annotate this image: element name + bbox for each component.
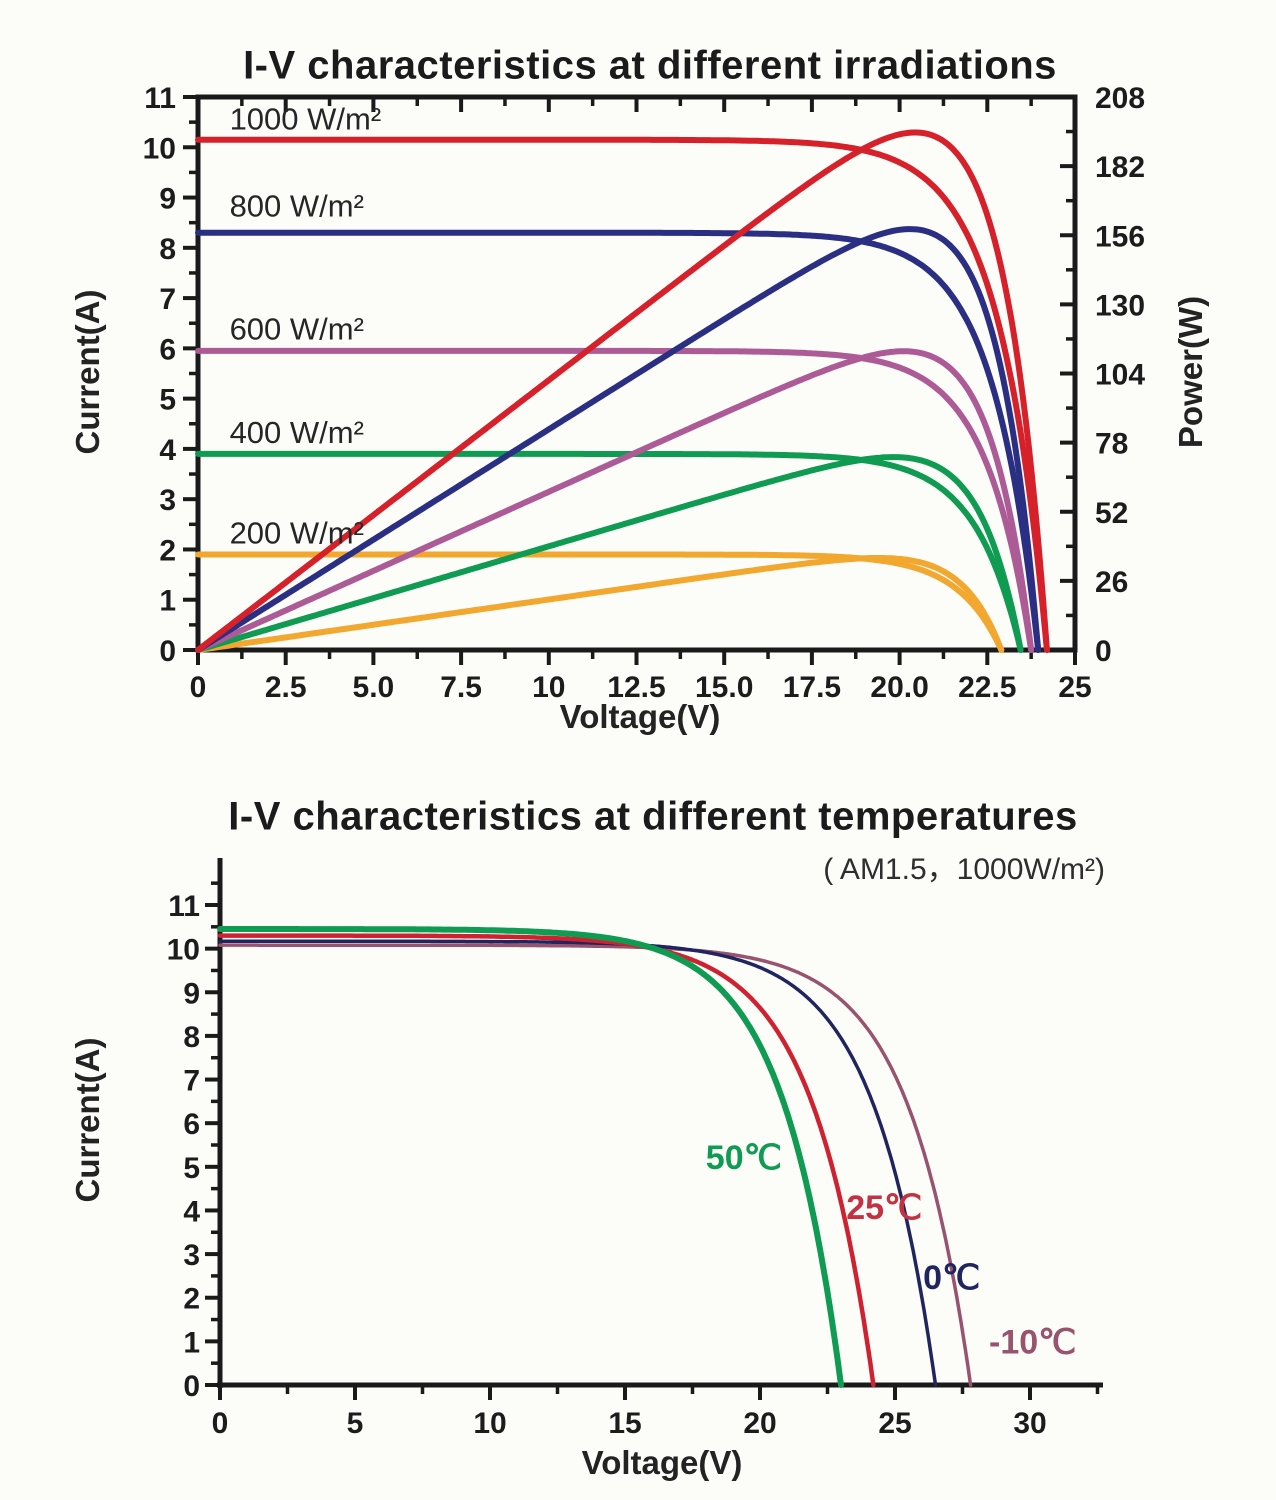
x-axis-tick-label: 15 bbox=[608, 1407, 641, 1440]
iv-curve-800 W/m² bbox=[195, 229, 1042, 653]
chart2-subtitle: ( AM1.5，1000W/m²) bbox=[823, 853, 1105, 886]
iv-curve-0℃ bbox=[218, 939, 938, 1387]
y-axis-tick-label: 9 bbox=[159, 183, 176, 216]
y-axis-tick-label: 6 bbox=[159, 333, 176, 366]
y-axis-tick-label: 3 bbox=[159, 484, 176, 517]
power-axis-tick-label: 130 bbox=[1095, 289, 1145, 322]
y-axis-tick-label: 4 bbox=[159, 434, 176, 467]
y-axis-tick-label: 6 bbox=[183, 1108, 200, 1141]
x-axis-tick-label: 25 bbox=[1058, 671, 1091, 704]
power-curve-400 W/m² bbox=[195, 454, 1024, 653]
y-axis-tick-label: 10 bbox=[143, 132, 176, 165]
x-axis-tick-label: 17.5 bbox=[783, 671, 841, 704]
power-curve-600 W/m² bbox=[195, 348, 1035, 653]
y-axis-tick-label: 2 bbox=[159, 534, 176, 567]
chart1-y-axis-label: Current(A) bbox=[69, 289, 106, 455]
x-axis-tick-label: 5 bbox=[347, 1407, 364, 1440]
y-axis-tick-label: 4 bbox=[183, 1195, 200, 1228]
y-axis-tick-label: 11 bbox=[144, 82, 176, 115]
chart2-title: I-V characteristics at different tempera… bbox=[228, 794, 1078, 839]
curve-label--10℃: -10℃ bbox=[989, 1324, 1076, 1362]
x-axis-tick-label: 10 bbox=[532, 671, 565, 704]
x-axis-tick-label: 22.5 bbox=[958, 671, 1016, 704]
y-axis-tick-label: 1 bbox=[159, 585, 176, 618]
y-axis-tick-label: 7 bbox=[159, 283, 176, 316]
chart1-right-y-axis-label: Power(W) bbox=[1172, 295, 1209, 449]
curve-label-50℃: 50℃ bbox=[706, 1139, 782, 1177]
chart2-y-axis-label: Current(A) bbox=[69, 1037, 106, 1203]
y-axis-tick-label: 5 bbox=[159, 384, 176, 417]
iv-curve-600 W/m² bbox=[195, 347, 1035, 653]
y-axis-tick-label: 0 bbox=[183, 1370, 200, 1403]
y-axis-tick-label: 0 bbox=[159, 635, 176, 668]
y-axis-tick-label: 8 bbox=[183, 1021, 200, 1054]
power-axis-tick-label: 104 bbox=[1095, 359, 1145, 392]
curve-label-0℃: 0℃ bbox=[923, 1259, 980, 1297]
iv-curve-400 W/m² bbox=[195, 450, 1024, 653]
y-axis-tick-label: 10 bbox=[167, 934, 200, 967]
x-axis-tick-label: 7.5 bbox=[440, 671, 482, 704]
x-axis-tick-label: 0 bbox=[190, 671, 207, 704]
power-curve-800 W/m² bbox=[195, 226, 1042, 653]
y-axis-tick-label: 7 bbox=[183, 1065, 200, 1098]
y-axis-tick-label: 1 bbox=[183, 1326, 200, 1359]
x-axis-tick-label: 2.5 bbox=[265, 671, 307, 704]
x-axis-tick-label: 25 bbox=[878, 1407, 911, 1440]
iv-curve-1000 W/m² bbox=[195, 136, 1050, 653]
curve-label-400 W/m²: 400 W/m² bbox=[230, 415, 364, 450]
x-axis-tick-label: 0 bbox=[212, 1407, 229, 1440]
chart1-x-axis-label: Voltage(V) bbox=[559, 698, 721, 735]
curve-label-800 W/m²: 800 W/m² bbox=[230, 189, 364, 224]
power-axis-tick-label: 0 bbox=[1095, 635, 1112, 668]
x-axis-tick-label: 20.0 bbox=[870, 671, 928, 704]
curve-label-200 W/m²: 200 W/m² bbox=[230, 515, 364, 550]
power-axis-tick-label: 78 bbox=[1095, 428, 1128, 461]
power-axis-tick-label: 156 bbox=[1095, 220, 1145, 253]
y-axis-tick-label: 5 bbox=[183, 1152, 200, 1185]
power-axis-tick-label: 26 bbox=[1095, 566, 1128, 599]
y-axis-tick-label: 9 bbox=[183, 977, 200, 1010]
x-axis-tick-label: 5.0 bbox=[353, 671, 395, 704]
power-axis-tick-label: 52 bbox=[1095, 497, 1128, 530]
iv-curve-50℃ bbox=[217, 926, 844, 1388]
y-axis-tick-label: 11 bbox=[168, 890, 200, 923]
x-axis-tick-label: 15.0 bbox=[695, 671, 753, 704]
curve-label-1000 W/m²: 1000 W/m² bbox=[230, 102, 382, 137]
x-axis-tick-label: 12.5 bbox=[607, 671, 665, 704]
curve-label-25℃: 25℃ bbox=[846, 1189, 922, 1227]
chart1-title: I-V characteristics at different irradia… bbox=[243, 43, 1057, 88]
x-axis-tick-label: 20 bbox=[743, 1407, 776, 1440]
y-axis-tick-label: 8 bbox=[159, 233, 176, 266]
y-axis-tick-label: 2 bbox=[183, 1283, 200, 1316]
power-axis-tick-label: 208 bbox=[1095, 82, 1145, 115]
chart2-x-axis-label: Voltage(V) bbox=[581, 1444, 743, 1481]
curve-label-600 W/m²: 600 W/m² bbox=[230, 311, 364, 346]
iv-curve-200 W/m² bbox=[195, 551, 1005, 653]
power-curve-1000 W/m² bbox=[195, 129, 1050, 653]
x-axis-tick-label: 10 bbox=[473, 1407, 506, 1440]
power-axis-tick-label: 182 bbox=[1095, 151, 1145, 184]
iv-curve-25℃ bbox=[217, 933, 876, 1388]
y-axis-tick-label: 3 bbox=[183, 1239, 200, 1272]
x-axis-tick-label: 30 bbox=[1013, 1407, 1046, 1440]
iv-curve--10℃ bbox=[218, 943, 973, 1387]
